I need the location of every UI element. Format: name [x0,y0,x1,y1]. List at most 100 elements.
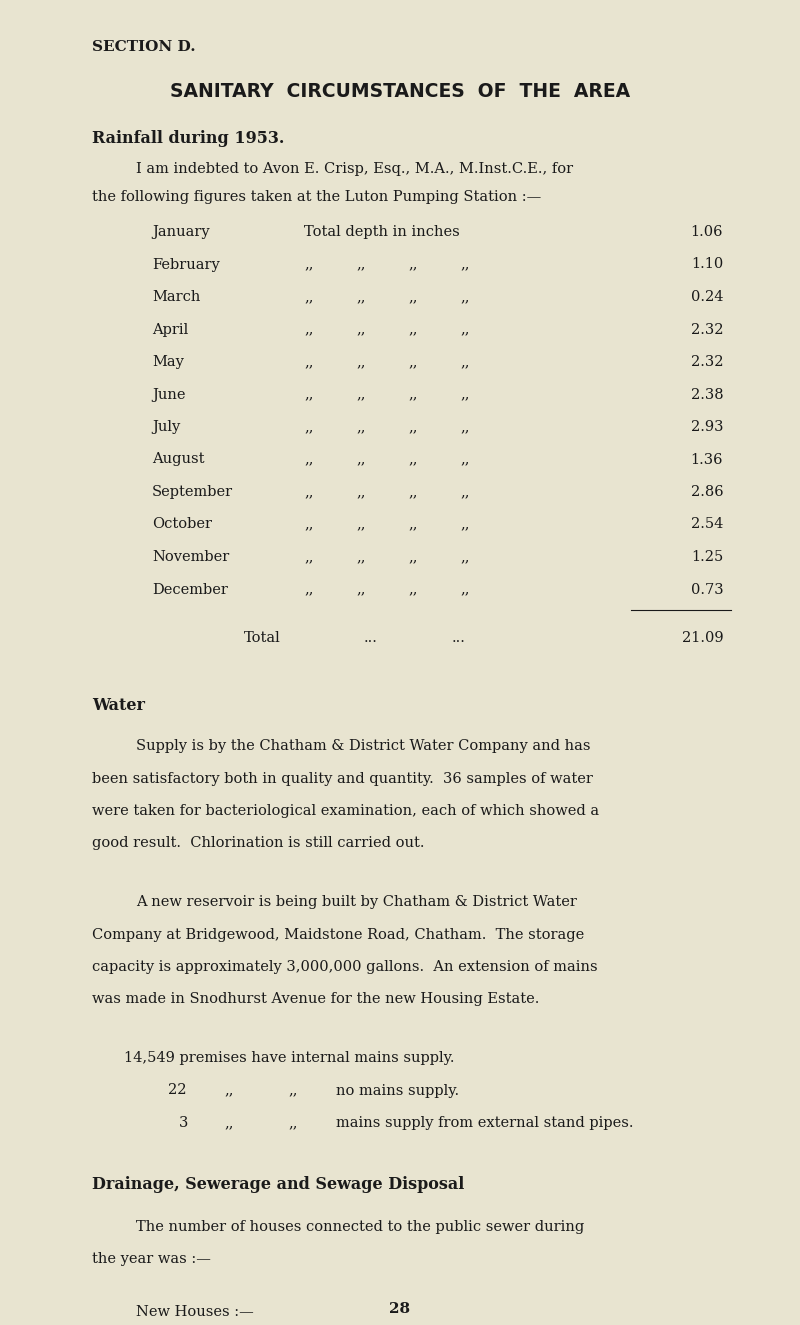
Text: ,,: ,, [356,355,366,368]
Text: ,,: ,, [356,485,366,500]
Text: June: June [152,387,186,401]
Text: Total: Total [244,631,281,645]
Text: ,,: ,, [408,290,418,303]
Text: 3: 3 [178,1116,188,1130]
Text: ,,: ,, [304,420,314,435]
Text: May: May [152,355,184,368]
Text: ,,: ,, [304,518,314,531]
Text: no mains supply.: no mains supply. [336,1084,459,1097]
Text: ,,: ,, [304,257,314,272]
Text: ,,: ,, [304,387,314,401]
Text: 2.32: 2.32 [690,355,723,368]
Text: The number of houses connected to the public sewer during: The number of houses connected to the pu… [136,1220,584,1234]
Text: December: December [152,583,228,596]
Text: January: January [152,225,210,238]
Text: ,,: ,, [304,550,314,564]
Text: 2.32: 2.32 [690,322,723,337]
Text: 1.36: 1.36 [690,453,723,466]
Text: ,,: ,, [356,453,366,466]
Text: 1.25: 1.25 [691,550,723,564]
Text: Total depth in inches: Total depth in inches [304,225,460,238]
Text: ,,: ,, [356,290,366,303]
Text: Company at Bridgewood, Maidstone Road, Chatham.  The storage: Company at Bridgewood, Maidstone Road, C… [92,927,584,942]
Text: ,,: ,, [288,1084,298,1097]
Text: Water: Water [92,697,145,714]
Text: 21.09: 21.09 [682,631,723,645]
Text: ,,: ,, [460,387,470,401]
Text: the year was :—: the year was :— [92,1252,211,1267]
Text: ,,: ,, [304,355,314,368]
Text: ,,: ,, [224,1084,234,1097]
Text: 14,549 premises have internal mains supply.: 14,549 premises have internal mains supp… [124,1051,454,1065]
Text: ,,: ,, [460,583,470,596]
Text: ,,: ,, [408,485,418,500]
Text: ,,: ,, [408,387,418,401]
Text: ,,: ,, [356,550,366,564]
Text: were taken for bacteriological examination, each of which showed a: were taken for bacteriological examinati… [92,804,599,818]
Text: 2.93: 2.93 [690,420,723,435]
Text: ,,: ,, [460,485,470,500]
Text: been satisfactory both in quality and quantity.  36 samples of water: been satisfactory both in quality and qu… [92,771,593,786]
Text: 2.86: 2.86 [690,485,723,500]
Text: was made in Snodhurst Avenue for the new Housing Estate.: was made in Snodhurst Avenue for the new… [92,992,539,1007]
Text: April: April [152,322,188,337]
Text: ,,: ,, [460,420,470,435]
Text: Drainage, Sewerage and Sewage Disposal: Drainage, Sewerage and Sewage Disposal [92,1177,464,1192]
Text: ,,: ,, [356,387,366,401]
Text: February: February [152,257,220,272]
Text: 0.24: 0.24 [690,290,723,303]
Text: ...: ... [452,631,466,645]
Text: ,,: ,, [224,1116,234,1130]
Text: ,,: ,, [356,322,366,337]
Text: ,,: ,, [408,355,418,368]
Text: ,,: ,, [356,583,366,596]
Text: ,,: ,, [408,322,418,337]
Text: SECTION D.: SECTION D. [92,40,196,54]
Text: Rainfall during 1953.: Rainfall during 1953. [92,130,284,147]
Text: capacity is approximately 3,000,000 gallons.  An extension of mains: capacity is approximately 3,000,000 gall… [92,961,598,974]
Text: New Houses :—: New Houses :— [136,1305,254,1318]
Text: ,,: ,, [356,257,366,272]
Text: SANITARY  CIRCUMSTANCES  OF  THE  AREA: SANITARY CIRCUMSTANCES OF THE AREA [170,82,630,101]
Text: Supply is by the Chatham & District Water Company and has: Supply is by the Chatham & District Wate… [136,739,590,753]
Text: mains supply from external stand pipes.: mains supply from external stand pipes. [336,1116,634,1130]
Text: ,,: ,, [356,420,366,435]
Text: 22: 22 [168,1084,186,1097]
Text: the following figures taken at the Luton Pumping Station :—: the following figures taken at the Luton… [92,189,542,204]
Text: ,,: ,, [356,518,366,531]
Text: ,,: ,, [460,550,470,564]
Text: I am indebted to Avon E. Crisp, Esq., M.A., M.Inst.C.E., for: I am indebted to Avon E. Crisp, Esq., M.… [136,162,573,176]
Text: ,,: ,, [408,453,418,466]
Text: ,,: ,, [460,518,470,531]
Text: ,,: ,, [460,453,470,466]
Text: July: July [152,420,180,435]
Text: ...: ... [364,631,378,645]
Text: ,,: ,, [460,290,470,303]
Text: 2.54: 2.54 [691,518,723,531]
Text: ,,: ,, [304,485,314,500]
Text: ,,: ,, [460,355,470,368]
Text: March: March [152,290,200,303]
Text: 28: 28 [390,1302,410,1316]
Text: 1.06: 1.06 [690,225,723,238]
Text: ,,: ,, [460,257,470,272]
Text: October: October [152,518,212,531]
Text: ,,: ,, [304,583,314,596]
Text: ,,: ,, [408,420,418,435]
Text: ,,: ,, [304,322,314,337]
Text: 1.10: 1.10 [691,257,723,272]
Text: 2.38: 2.38 [690,387,723,401]
Text: ,,: ,, [408,518,418,531]
Text: A new reservoir is being built by Chatham & District Water: A new reservoir is being built by Chatha… [136,894,577,909]
Text: ,,: ,, [408,550,418,564]
Text: ,,: ,, [408,583,418,596]
Text: August: August [152,453,205,466]
Text: ,,: ,, [288,1116,298,1130]
Text: September: September [152,485,233,500]
Text: 0.73: 0.73 [690,583,723,596]
Text: good result.  Chlorination is still carried out.: good result. Chlorination is still carri… [92,836,425,851]
Text: ,,: ,, [304,290,314,303]
Text: ,,: ,, [408,257,418,272]
Text: ,,: ,, [460,322,470,337]
Text: ,,: ,, [304,453,314,466]
